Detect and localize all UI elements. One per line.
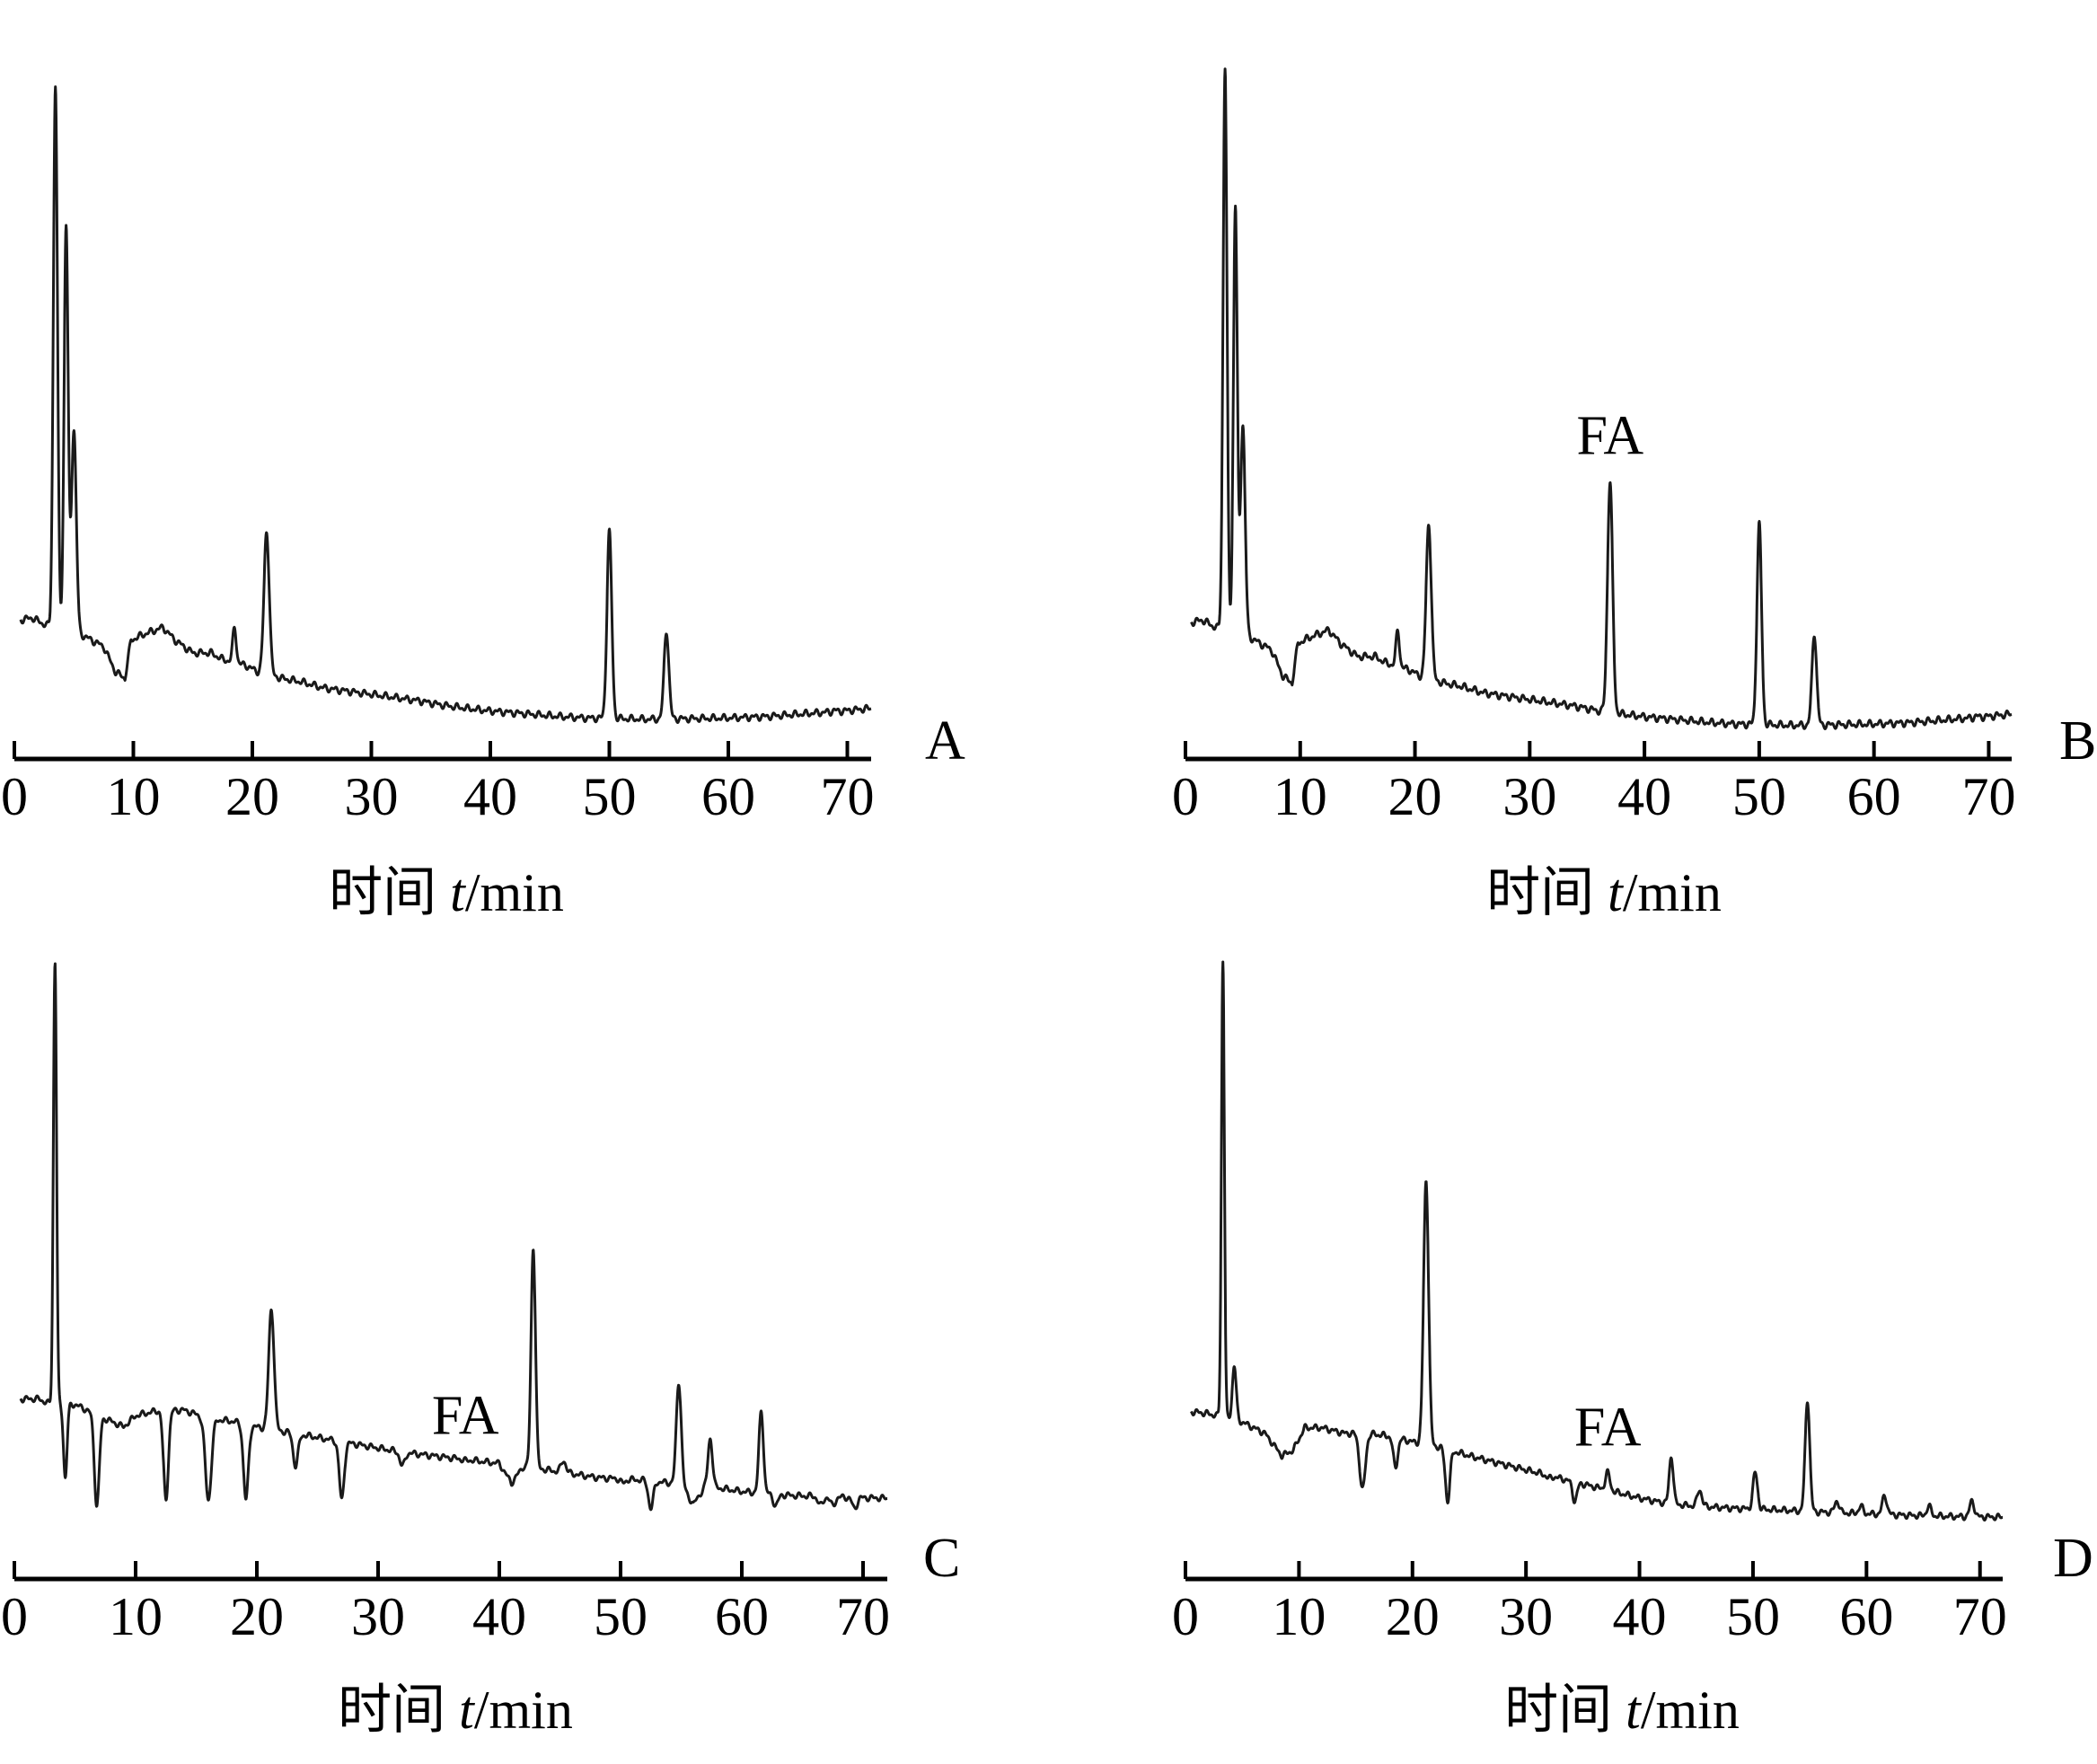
x-tick-label: 0 [1172,767,1199,826]
x-tick-label: 20 [1386,1587,1440,1646]
x-tick-label: 40 [472,1587,526,1646]
x-tick-label: 10 [109,1587,163,1646]
chromatogram-trace [1190,960,2004,1521]
panel-letter: C [923,1528,960,1589]
x-axis-title-c: 时间 t/min [141,1666,770,1744]
chromatogram-panel-a: 0 10 20 30 40 50 60 70 A [1,85,965,826]
x-tick-label: 20 [225,767,279,826]
x-tick-label: 40 [463,767,517,826]
x-axis-title-unit: /min [473,1680,573,1740]
x-axis-title-variable: t [450,863,465,922]
x-tick-label: 50 [594,1587,648,1646]
x-axis-title-unit: /min [464,863,564,922]
x-tick-label: 10 [107,767,161,826]
x-tick-label: 50 [583,767,637,826]
panel-letter: B [2059,710,2096,772]
x-axis-title-variable: t [1626,1680,1641,1740]
x-axis-title-variable: t [459,1680,474,1740]
x-tick-label: 20 [1388,767,1442,826]
x-tick-label: 60 [715,1587,769,1646]
peak-label-fa: FA [1576,406,1643,467]
x-tick-label: 20 [230,1587,284,1646]
x-axis-title-prefix: 时间 [1504,1680,1613,1740]
x-axis-title-b: 时间 t/min [1290,849,1918,927]
x-tick-label: 30 [351,1587,405,1646]
panel-letter: D [2053,1528,2093,1589]
x-tick-label: 40 [1613,1587,1667,1646]
x-tick-label: 30 [1499,1587,1553,1646]
x-axis-title-variable: t [1608,863,1623,922]
x-tick-label: 10 [1273,767,1327,826]
x-tick-label: 70 [836,1587,890,1646]
x-tick-label: 60 [1847,767,1901,826]
x-axis-title-prefix: 时间 [1486,863,1595,922]
x-tick-label: 70 [1961,767,2015,826]
x-tick-label: 0 [1172,1587,1199,1646]
x-tick-label: 50 [1726,1587,1780,1646]
x-tick-label: 60 [701,767,755,826]
x-tick-label: 40 [1617,767,1671,826]
x-axis-title-a: 时间 t/min [132,849,761,927]
peak-label-fa: FA [1574,1398,1642,1459]
chromatogram-trace [19,962,889,1512]
x-axis-title-d: 时间 t/min [1308,1666,1936,1744]
x-tick-label: 50 [1732,767,1786,826]
x-tick-label: 70 [821,767,875,826]
chromatogram-panel-b: 0 10 20 30 40 50 60 70 FA B [1172,67,2096,826]
chromatogram-trace [1190,67,2013,730]
x-tick-label: 30 [1502,767,1556,826]
chromatogram-panel-d: 0 10 20 30 40 50 60 70 FA D [1172,960,2093,1646]
x-tick-label: 60 [1839,1587,1893,1646]
chromatogram-panel-c: 0 10 20 30 40 50 60 70 FA C [1,962,960,1646]
peak-label-fa: FA [432,1385,499,1446]
x-axis-title-unit: /min [1622,863,1722,922]
x-axis-title-prefix: 时间 [329,863,437,922]
x-tick-label: 10 [1272,1587,1326,1646]
x-tick-label: 0 [1,767,28,826]
x-tick-label: 0 [1,1587,28,1646]
chromatogram-trace [19,85,873,724]
x-tick-label: 30 [345,767,399,826]
x-axis-title-unit: /min [1640,1680,1740,1740]
panel-letter: A [925,710,965,772]
x-tick-label: 70 [1953,1587,2007,1646]
x-axis-title-prefix: 时间 [338,1680,446,1740]
